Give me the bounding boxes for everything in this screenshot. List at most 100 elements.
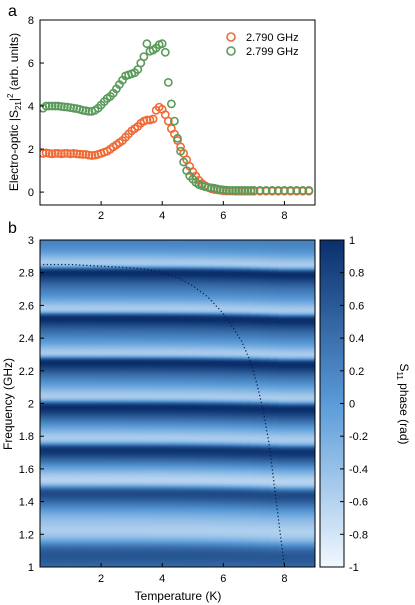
- heatmap-cell: [250, 374, 261, 376]
- heatmap-cell: [49, 357, 59, 360]
- heatmap-cell: [85, 259, 96, 262]
- heatmap-cell: [305, 299, 315, 302]
- heatmap-cell: [140, 388, 151, 390]
- heatmap-cell: [195, 244, 206, 246]
- heatmap-cell: [241, 297, 252, 300]
- heatmap-cell: [269, 307, 279, 310]
- heatmap-cell: [214, 298, 224, 301]
- heatmap-cell: [168, 410, 178, 412]
- heatmap-cell: [113, 376, 123, 378]
- heatmap-cell: [140, 340, 151, 342]
- heatmap-cell: [232, 328, 243, 330]
- heatmap-cell: [95, 407, 105, 410]
- heatmap-cell: [305, 269, 315, 272]
- heatmap-cell: [49, 320, 59, 323]
- heatmap-cell: [186, 347, 197, 350]
- heatmap-cell: [58, 297, 68, 300]
- heatmap-cell: [232, 319, 243, 322]
- heatmap-cell: [95, 298, 105, 301]
- heatmap-cell: [250, 367, 261, 370]
- heatmap-cell: [159, 275, 169, 278]
- heatmap-cell: [296, 261, 307, 264]
- heatmap-cell: [95, 269, 105, 272]
- heatmap-cell: [76, 401, 87, 403]
- heatmap-cell: [305, 398, 315, 400]
- heatmap-cell: [122, 370, 133, 373]
- heatmap-cell: [140, 378, 151, 381]
- heatmap-cell: [205, 246, 215, 249]
- heatmap-cell: [131, 321, 142, 324]
- heatmap-cell: [150, 261, 160, 264]
- heatmap-cell: [113, 282, 123, 285]
- heatmap-cell: [113, 398, 123, 400]
- heatmap-cell: [76, 338, 87, 340]
- heatmap-cell: [186, 240, 197, 242]
- heatmap-cell: [260, 391, 270, 394]
- heatmap-cell: [278, 387, 288, 389]
- heatmap-cell: [260, 407, 270, 410]
- heatmap-cell: [76, 340, 87, 342]
- heatmap-cell: [250, 253, 261, 255]
- heatmap-cell: [40, 241, 50, 243]
- heatmap-cell: [278, 391, 288, 394]
- heatmap-cell: [40, 328, 50, 330]
- heatmap-cell: [195, 268, 206, 270]
- heatmap-cell: [205, 404, 215, 407]
- heatmap-cell: [122, 292, 133, 294]
- heatmap-cell: [214, 394, 224, 397]
- heatmap-cell: [49, 344, 59, 347]
- heatmap-cell: [287, 366, 298, 369]
- heatmap-cell: [278, 294, 288, 297]
- heatmap-cell: [278, 354, 288, 357]
- heatmap-cell: [205, 274, 215, 277]
- heatmap-cell: [214, 316, 224, 318]
- heatmap-cell: [186, 370, 197, 373]
- heatmap-cell: [67, 295, 78, 298]
- heatmap-cell: [223, 250, 233, 253]
- heatmap-cell: [232, 281, 243, 284]
- heatmap-cell: [122, 316, 133, 318]
- heatmap-cell: [260, 367, 270, 370]
- heatmap-cell: [122, 382, 133, 385]
- heatmap-cell: [205, 280, 215, 282]
- heatmap-cell: [104, 333, 114, 336]
- heatmap-cell: [223, 284, 233, 287]
- heatmap-cell: [260, 311, 270, 314]
- heatmap-cell: [305, 400, 315, 402]
- heatmap-cell: [122, 363, 133, 365]
- heatmap-cell: [159, 318, 169, 321]
- heatmap-cell: [140, 396, 151, 399]
- heatmap-cell: [269, 369, 279, 372]
- heatmap-cell: [49, 330, 59, 333]
- heatmap-cell: [287, 393, 298, 396]
- heatmap-cell: [131, 259, 142, 262]
- heatmap-cell: [131, 242, 142, 244]
- heatmap-cell: [186, 359, 197, 362]
- heatmap-cell: [58, 268, 68, 270]
- heatmap-cell: [49, 383, 59, 386]
- heatmap-cell: [232, 257, 243, 260]
- heatmap-cell: [122, 341, 133, 343]
- heatmap-cell: [104, 367, 114, 370]
- heatmap-cell: [305, 377, 315, 379]
- heatmap-cell: [296, 310, 307, 313]
- heatmap-cell: [104, 254, 114, 256]
- heatmap-cell: [287, 374, 298, 376]
- heatmap-cell: [223, 342, 233, 345]
- heatmap-cell: [113, 330, 123, 333]
- heatmap-cell: [177, 332, 188, 335]
- heatmap-cell: [177, 330, 188, 333]
- heatmap-cell: [159, 351, 169, 353]
- heatmap-cell: [150, 392, 160, 395]
- heatmap-cell: [76, 271, 87, 274]
- heatmap-cell: [241, 360, 252, 363]
- heatmap-cell: [40, 358, 50, 361]
- heatmap-cell: [40, 374, 50, 376]
- heatmap-cell: [177, 267, 188, 269]
- heatmap-cell: [214, 391, 224, 394]
- heatmap-cell: [250, 398, 261, 400]
- heatmap-cell: [241, 277, 252, 279]
- heatmap-cell: [67, 329, 78, 331]
- heatmap-cell: [140, 266, 151, 268]
- heatmap-cell: [232, 372, 243, 375]
